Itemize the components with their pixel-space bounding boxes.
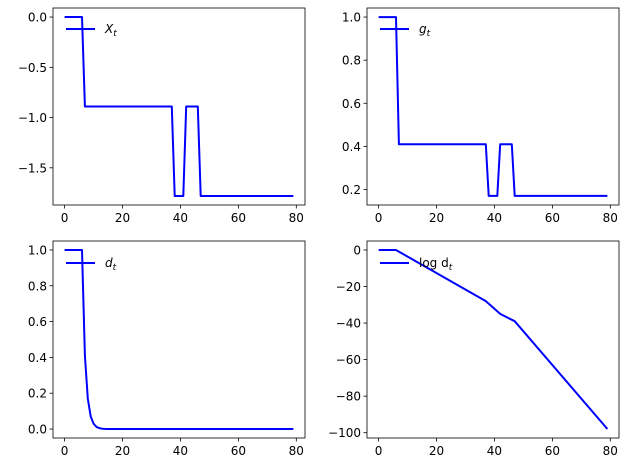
x-tick-label: 60 (545, 211, 560, 225)
series-line-logd (378, 249, 609, 430)
legend-sub: t (113, 263, 117, 273)
y-tick-label: 0.2 (28, 387, 47, 401)
legend-sub: t (113, 29, 117, 39)
x-tick-label: 60 (545, 444, 560, 458)
legend-name: X (104, 22, 114, 36)
chart-panel-g: 0 20 40 60 80 0.2 0.4 0.6 0.8 1.0 gt (342, 7, 620, 225)
tick-group: 0 20 40 60 80 0.0 −0.5 −1.0 −1.5 (18, 11, 304, 225)
legend: gt (380, 22, 431, 39)
x-tick-label: 60 (231, 211, 246, 225)
y-tick-label: −80 (336, 390, 361, 404)
x-tick-label: 20 (429, 444, 444, 458)
tick-group: 0 20 40 60 80 0 −20 −40 −60 −80 −100 (328, 243, 618, 458)
y-tick-label: 0.6 (28, 315, 47, 329)
legend-label: log dt (419, 256, 453, 273)
x-tick-label: 40 (173, 444, 188, 458)
tick-group: 0 20 40 60 80 0.0 0.2 0.4 0.6 0.8 1.0 (28, 243, 304, 458)
plot-frame (52, 7, 306, 206)
legend-label: gt (419, 22, 431, 39)
y-tick-label: 0.2 (342, 183, 361, 197)
y-tick-label: −20 (336, 280, 361, 294)
plot-frame (52, 240, 306, 439)
y-tick-label: 0.0 (28, 11, 47, 25)
x-tick-label: 0 (375, 211, 383, 225)
x-tick-label: 40 (173, 211, 188, 225)
y-tick-label: 0.6 (342, 97, 361, 111)
plot-frame (366, 240, 620, 439)
chart-panel-x: 0 20 40 60 80 0.0 −0.5 −1.0 −1.5 Xt (18, 7, 306, 225)
y-tick-label: 0.0 (28, 423, 47, 437)
legend-sub: t (427, 29, 431, 39)
y-tick-label: −40 (336, 317, 361, 331)
x-tick-label: 80 (289, 444, 304, 458)
legend-name: log d (419, 256, 449, 270)
x-tick-label: 60 (231, 444, 246, 458)
x-tick-label: 80 (289, 211, 304, 225)
y-tick-label: 1.0 (28, 243, 47, 257)
x-tick-label: 0 (375, 444, 383, 458)
plot-frame (366, 7, 620, 206)
y-tick-label: −60 (336, 353, 361, 367)
legend-sub: t (449, 263, 453, 273)
legend: Xt (66, 22, 117, 39)
legend: log dt (380, 256, 453, 273)
y-tick-label: 0 (353, 243, 361, 257)
chart-panel-d: 0 20 40 60 80 0.0 0.2 0.4 0.6 0.8 1.0 dt (28, 240, 306, 458)
x-tick-label: 20 (115, 211, 130, 225)
series-line-g (378, 16, 608, 197)
legend-name: g (419, 22, 427, 36)
y-tick-label: 0.8 (28, 279, 47, 293)
y-tick-label: −1.5 (18, 161, 47, 175)
legend-label: dt (105, 256, 117, 273)
x-tick-label: 40 (487, 211, 502, 225)
x-tick-label: 20 (429, 211, 444, 225)
tick-group: 0 20 40 60 80 0.2 0.4 0.6 0.8 1.0 (342, 11, 618, 225)
series-line-d (64, 249, 294, 430)
series-line-x (64, 16, 294, 197)
y-tick-label: 0.4 (342, 140, 361, 154)
legend: dt (66, 256, 117, 273)
y-tick-label: 0.8 (342, 54, 361, 68)
x-tick-label: 0 (61, 211, 69, 225)
y-tick-label: −1.0 (18, 111, 47, 125)
legend-label: Xt (104, 22, 117, 39)
x-tick-label: 80 (603, 211, 618, 225)
y-tick-label: 0.4 (28, 351, 47, 365)
y-tick-label: −100 (328, 426, 361, 440)
y-tick-label: −0.5 (18, 61, 47, 75)
x-tick-label: 40 (487, 444, 502, 458)
y-tick-label: 1.0 (342, 11, 361, 25)
legend-name: d (105, 256, 113, 270)
chart-panel-logd: 0 20 40 60 80 0 −20 −40 −60 −80 −100 log dt (328, 240, 620, 458)
x-tick-label: 20 (115, 444, 130, 458)
x-tick-label: 0 (61, 444, 69, 458)
x-tick-label: 80 (603, 444, 618, 458)
